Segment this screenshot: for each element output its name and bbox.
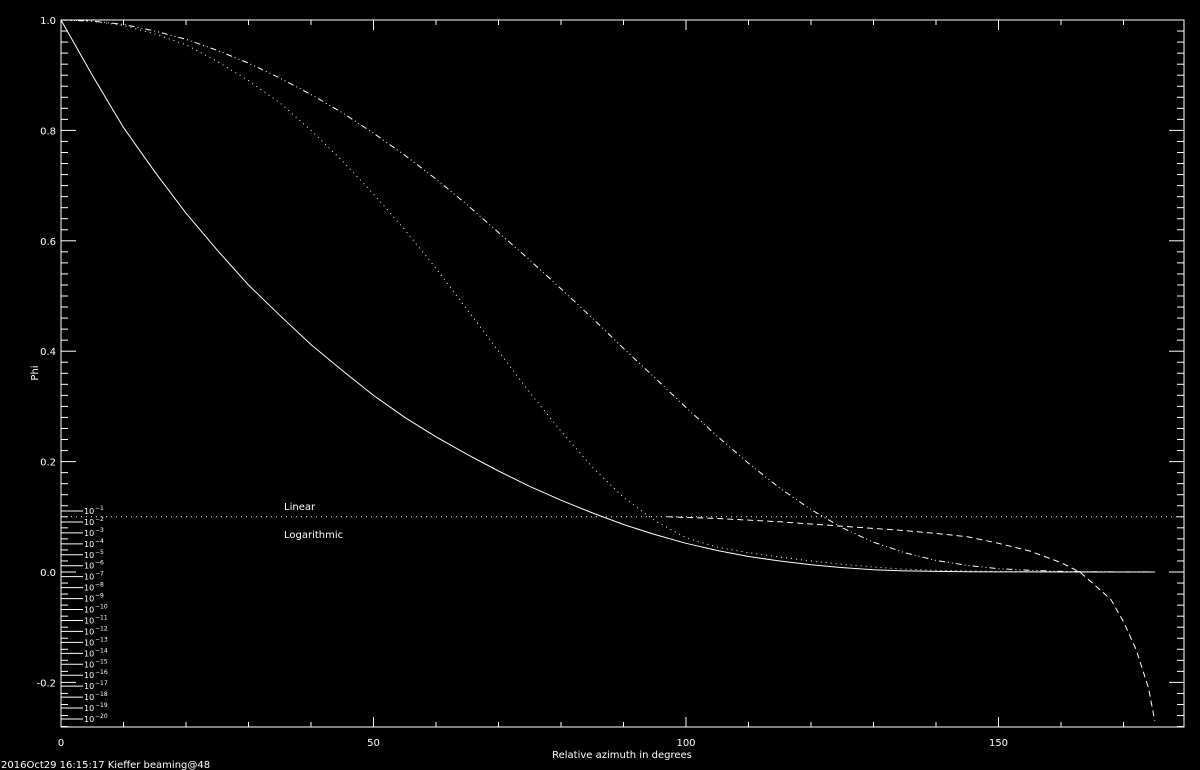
- plot-frame: [60, 19, 1185, 728]
- log-tick-exponent: −14: [95, 647, 108, 654]
- annotation-logarithmic: Logarithmic: [284, 530, 343, 541]
- log-tick-label: 10: [84, 649, 94, 658]
- x-tick-label: 100: [676, 738, 695, 749]
- log-tick-label: 10: [84, 507, 94, 516]
- log-tick-exponent: −19: [95, 702, 108, 709]
- log-tick-exponent: −18: [95, 691, 108, 698]
- log-tick-exponent: −12: [95, 625, 108, 632]
- log-tick-label: 10: [84, 693, 94, 702]
- log-tick-label: 10: [84, 584, 94, 593]
- series-line-solid: [60, 19, 1155, 573]
- log-tick-label: 10: [84, 682, 94, 691]
- log-tick-exponent: −4: [95, 538, 104, 545]
- log-tick-label: 10: [84, 529, 94, 538]
- log-tick-exponent: −10: [95, 604, 108, 611]
- log-tick-label: 10: [84, 562, 94, 571]
- log-tick-exponent: −16: [95, 669, 108, 676]
- footer-timestamp: 2016Oct29 16:15:17 Kieffer beaming@48: [1, 760, 210, 770]
- log-tick-label: 10: [84, 606, 94, 615]
- y-tick-label: 0.0: [40, 568, 56, 579]
- x-tick-label: 150: [989, 738, 1008, 749]
- log-tick-exponent: −1: [95, 505, 104, 512]
- log-tick-label: 10: [84, 573, 94, 582]
- log-tick-label: 10: [84, 704, 94, 713]
- series-line-dash-dot: [60, 19, 1155, 573]
- series-line-dotted: [60, 19, 1155, 573]
- log-tick-exponent: −11: [95, 614, 108, 621]
- y-tick-label: 0.2: [40, 458, 56, 469]
- log-tick-label: 10: [84, 551, 94, 560]
- y-tick-label: 1.0: [40, 16, 56, 27]
- series-line-dashed: [667, 516, 1156, 722]
- log-tick-label: 10: [84, 671, 94, 680]
- y-tick-label: 0.8: [40, 126, 56, 137]
- log-tick-exponent: −9: [95, 593, 104, 600]
- log-tick-label: 10: [84, 660, 94, 669]
- log-tick-label: 10: [84, 616, 94, 625]
- axis-ticks: [60, 19, 1184, 728]
- log-tick-exponent: −7: [95, 571, 104, 578]
- log-tick-label: 10: [84, 715, 94, 724]
- log-tick-label: 10: [84, 638, 94, 647]
- y-axis-title: Phi: [30, 365, 41, 380]
- x-tick-label: 0: [58, 738, 64, 749]
- log-tick-exponent: −6: [95, 560, 104, 567]
- log-tick-exponent: −2: [95, 516, 104, 523]
- axis-tick-labels: 0 50 100 150 -0.2 0.0 0.2 0.4 0.6 0.8 1.0: [36, 16, 1008, 749]
- log-tick-exponent: −20: [95, 713, 108, 720]
- y-tick-label: -0.2: [36, 678, 56, 689]
- x-tick-label: 50: [367, 738, 380, 749]
- log-tick-exponent: −8: [95, 582, 104, 589]
- log-tick-exponent: −17: [95, 680, 108, 687]
- log-tick-label: 10: [84, 540, 94, 549]
- log-tick-label: 10: [84, 518, 94, 527]
- log-tick-exponent: −5: [95, 549, 104, 556]
- data-series: [60, 19, 1184, 722]
- log-tick-label: 10: [84, 627, 94, 636]
- log-tick-label: 10: [84, 595, 94, 604]
- y-tick-label: 0.4: [40, 347, 56, 358]
- log-tick-exponent: −13: [95, 636, 108, 643]
- log-scale-labels: 10 −110 −210 −310 −410 −510 −610 −710 −810 −910 −1…: [61, 505, 108, 724]
- log-tick-exponent: −3: [95, 527, 104, 534]
- x-axis-title: Relative azimuth in degrees: [552, 750, 692, 761]
- annotation-linear: Linear: [284, 502, 316, 513]
- log-tick-exponent: −15: [95, 658, 108, 665]
- y-tick-label: 0.6: [40, 237, 56, 248]
